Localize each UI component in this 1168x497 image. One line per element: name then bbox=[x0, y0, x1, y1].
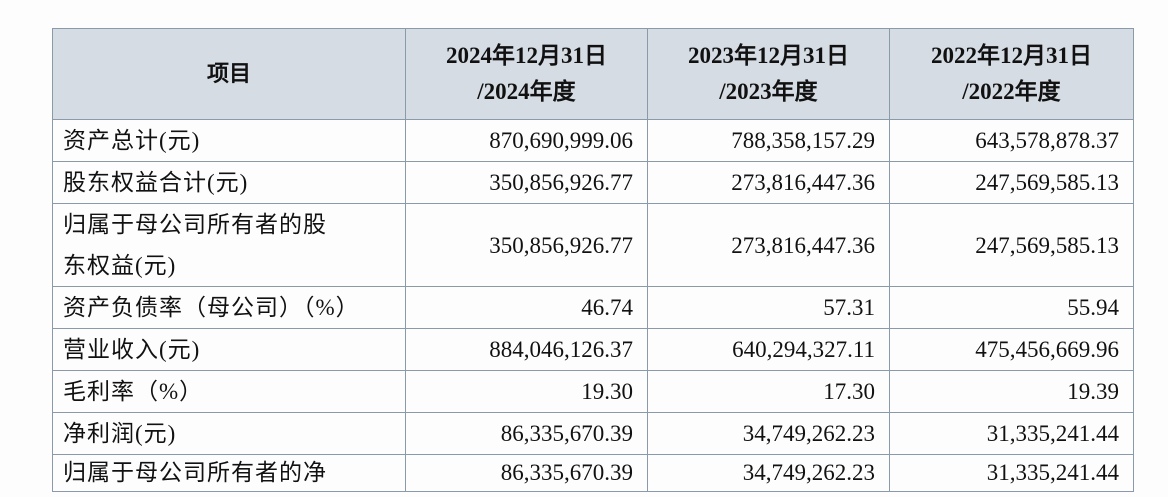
value-2022: 475,456,669.96 bbox=[889, 328, 1134, 371]
value-2023: 273,816,447.36 bbox=[647, 203, 890, 287]
header-item-label: 项目 bbox=[206, 61, 251, 86]
header-2023-line1: 2023年12月31日 bbox=[688, 43, 849, 68]
financial-summary-table: 项目 2024年12月31日 /2024年度 2023年12月31日 /2023… bbox=[52, 28, 1134, 492]
row-label: 归属于母公司所有者的股 东权益(元) bbox=[52, 203, 406, 287]
value-2023: 17.30 bbox=[647, 370, 890, 413]
table-row: 净利润(元) 86,335,670.39 34,749,262.23 31,33… bbox=[52, 412, 1134, 455]
value-2024: 350,856,926.77 bbox=[405, 203, 648, 287]
header-2024: 2024年12月31日 /2024年度 bbox=[405, 28, 648, 120]
row-label: 资产负债率（母公司）（%） bbox=[52, 286, 406, 329]
value-2022: 247,569,585.13 bbox=[889, 161, 1134, 204]
value-2022: 19.39 bbox=[889, 370, 1134, 413]
table-row: 归属于母公司所有者的净 86,335,670.39 34,749,262.23 … bbox=[52, 454, 1134, 492]
value-2023: 273,816,447.36 bbox=[647, 161, 890, 204]
value-2023: 34,749,262.23 bbox=[647, 412, 890, 455]
value-2024: 86,335,670.39 bbox=[405, 412, 648, 455]
value-2022: 247,569,585.13 bbox=[889, 203, 1134, 287]
table-row: 归属于母公司所有者的股 东权益(元) 350,856,926.77 273,81… bbox=[52, 203, 1134, 287]
value-2022: 31,335,241.44 bbox=[889, 412, 1134, 455]
value-2024: 870,690,999.06 bbox=[405, 119, 648, 162]
table-row: 营业收入(元) 884,046,126.37 640,294,327.11 47… bbox=[52, 328, 1134, 371]
row-label: 营业收入(元) bbox=[52, 328, 406, 371]
value-2022: 643,578,878.37 bbox=[889, 119, 1134, 162]
table-row: 股东权益合计(元) 350,856,926.77 273,816,447.36 … bbox=[52, 161, 1134, 204]
value-2024: 19.30 bbox=[405, 370, 648, 413]
row-label: 毛利率（%） bbox=[52, 370, 406, 413]
header-item: 项目 bbox=[52, 28, 406, 120]
row-label-line1: 归属于母公司所有者的股 bbox=[63, 212, 327, 237]
row-label-line2: 东权益(元) bbox=[63, 253, 177, 278]
value-2023: 34,749,262.23 bbox=[647, 454, 890, 492]
header-2022: 2022年12月31日 /2022年度 bbox=[889, 28, 1134, 120]
header-2022-line1: 2022年12月31日 bbox=[931, 43, 1092, 68]
row-label: 股东权益合计(元) bbox=[52, 161, 406, 204]
table-row: 毛利率（%） 19.30 17.30 19.39 bbox=[52, 370, 1134, 413]
header-2024-line1: 2024年12月31日 bbox=[446, 43, 607, 68]
header-2023-line2: /2023年度 bbox=[719, 79, 818, 104]
header-2023: 2023年12月31日 /2023年度 bbox=[647, 28, 890, 120]
header-2024-line2: /2024年度 bbox=[477, 79, 576, 104]
row-label: 净利润(元) bbox=[52, 412, 406, 455]
row-label: 资产总计(元) bbox=[52, 119, 406, 162]
table-row: 资产负债率（母公司）（%） 46.74 57.31 55.94 bbox=[52, 286, 1134, 329]
value-2022: 55.94 bbox=[889, 286, 1134, 329]
row-label: 归属于母公司所有者的净 bbox=[52, 454, 406, 492]
header-2022-line2: /2022年度 bbox=[962, 79, 1061, 104]
value-2024: 86,335,670.39 bbox=[405, 454, 648, 492]
value-2023: 640,294,327.11 bbox=[647, 328, 890, 371]
value-2022: 31,335,241.44 bbox=[889, 454, 1134, 492]
value-2024: 46.74 bbox=[405, 286, 648, 329]
value-2024: 350,856,926.77 bbox=[405, 161, 648, 204]
value-2023: 788,358,157.29 bbox=[647, 119, 890, 162]
table-row: 资产总计(元) 870,690,999.06 788,358,157.29 64… bbox=[52, 119, 1134, 162]
table-header-row: 项目 2024年12月31日 /2024年度 2023年12月31日 /2023… bbox=[52, 28, 1134, 120]
value-2024: 884,046,126.37 bbox=[405, 328, 648, 371]
value-2023: 57.31 bbox=[647, 286, 890, 329]
